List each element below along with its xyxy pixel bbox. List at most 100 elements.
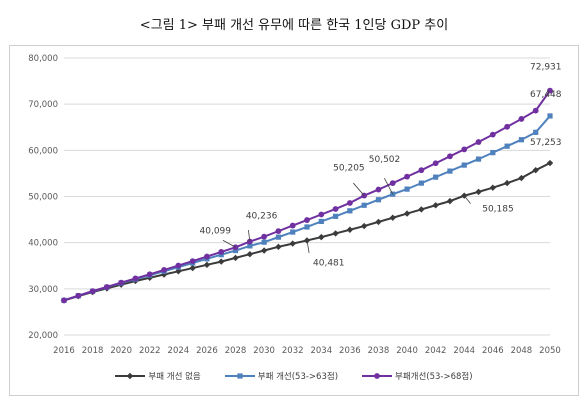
data-point (189, 264, 196, 272)
data-point (332, 230, 339, 237)
data-point (347, 208, 353, 214)
data-point (261, 233, 268, 240)
x-tick-label: 2050 (539, 346, 561, 356)
x-tick-label: 2042 (425, 346, 447, 356)
data-point (446, 197, 454, 205)
leader-line (248, 230, 251, 242)
data-point (103, 284, 110, 290)
data-point (361, 202, 367, 208)
data-point (504, 143, 510, 149)
data-point (532, 166, 539, 174)
data-point (475, 188, 482, 196)
data-point (432, 160, 439, 167)
data-point (504, 123, 511, 130)
legend-swatch (115, 372, 146, 380)
data-point (418, 206, 425, 213)
line-chart: 20,000 30,000 40,000 50,000 60,000 70,000 80,0… (28, 54, 562, 356)
data-label: 50,205 (333, 164, 365, 174)
x-tick-label: 2048 (511, 346, 533, 356)
data-point (89, 288, 96, 295)
data-point (304, 217, 310, 223)
data-label: 72,931 (530, 63, 562, 73)
data-point (475, 156, 482, 162)
data-point (461, 146, 468, 153)
data-point (546, 159, 554, 167)
data-point (318, 218, 324, 225)
data-point (447, 153, 453, 160)
data-point (61, 297, 67, 304)
data-point (75, 292, 82, 299)
data-point (146, 271, 153, 278)
data-label: 57,253 (530, 138, 562, 148)
data-point (432, 202, 439, 209)
x-tick-label: 2022 (139, 346, 161, 356)
data-label: 50,185 (482, 205, 514, 215)
data-point (503, 179, 511, 187)
data-point (204, 253, 210, 260)
data-point (189, 258, 196, 265)
x-tick-label: 2016 (53, 346, 75, 356)
legend-item: 부패 개선 없음 (115, 370, 201, 382)
data-point (447, 168, 453, 174)
data-point (275, 228, 282, 235)
data-point (518, 174, 525, 182)
legend-swatch (224, 373, 255, 379)
data-point (318, 211, 325, 218)
leader-line (222, 239, 236, 248)
data-point (247, 243, 253, 249)
data-point (260, 247, 268, 254)
data-point (375, 186, 382, 193)
data-label: 50,502 (369, 155, 401, 165)
legend-label: 부패개선(53->68점) (395, 372, 473, 382)
data-point (261, 239, 267, 245)
y-tick-label: 50,000 (28, 193, 58, 203)
y-tick-label: 30,000 (28, 285, 58, 295)
data-point (389, 180, 396, 187)
chart-area: 20,000 30,000 40,000 50,000 60,000 70,000 80,0… (9, 45, 579, 396)
chart-legend: 부패 개선 없음 부패 개선(53->63점) 부패개선(53->68점) (0, 370, 588, 382)
x-tick-label: 2036 (339, 346, 361, 356)
legend-label: 부패 개선(53->63점) (257, 372, 339, 382)
data-point (389, 214, 396, 221)
data-point (547, 87, 553, 94)
leader-line (384, 177, 394, 195)
data-point (433, 174, 439, 180)
data-point (275, 243, 282, 251)
data-point (218, 258, 225, 265)
legend-item: 부패개선(53->68점) (362, 370, 473, 382)
data-point (232, 254, 239, 262)
data-point (118, 279, 125, 286)
data-point (203, 261, 211, 269)
leader-line (463, 195, 471, 204)
legend-item: 부패 개선(53->63점) (224, 370, 339, 382)
data-point (533, 129, 539, 135)
legend-label: 부패 개선 없음 (148, 372, 201, 382)
data-point (532, 107, 539, 114)
data-label: 40,236 (246, 212, 278, 222)
y-tick-label: 20,000 (28, 331, 58, 341)
data-point (232, 247, 239, 254)
data-point (490, 150, 496, 156)
y-tick-label: 80,000 (28, 54, 58, 64)
data-point (218, 249, 225, 255)
data-point (175, 262, 182, 269)
data-point (547, 113, 553, 119)
data-point (475, 139, 482, 145)
x-tick-label: 2026 (196, 346, 218, 356)
x-tick-label: 2032 (282, 346, 304, 356)
data-point (232, 244, 239, 251)
legend-swatch (362, 373, 393, 379)
data-point (289, 222, 296, 229)
data-point (275, 234, 282, 240)
data-point (461, 162, 467, 168)
data-point (346, 226, 354, 233)
x-tick-label: 2044 (453, 346, 475, 356)
data-point (332, 213, 339, 219)
y-tick-label: 40,000 (28, 239, 58, 249)
x-tick-label: 2046 (482, 346, 504, 356)
x-tick-label: 2038 (368, 346, 390, 356)
data-point (375, 218, 382, 226)
data-point (161, 267, 167, 273)
x-tick-label: 2040 (396, 346, 418, 356)
data-point (375, 197, 382, 203)
